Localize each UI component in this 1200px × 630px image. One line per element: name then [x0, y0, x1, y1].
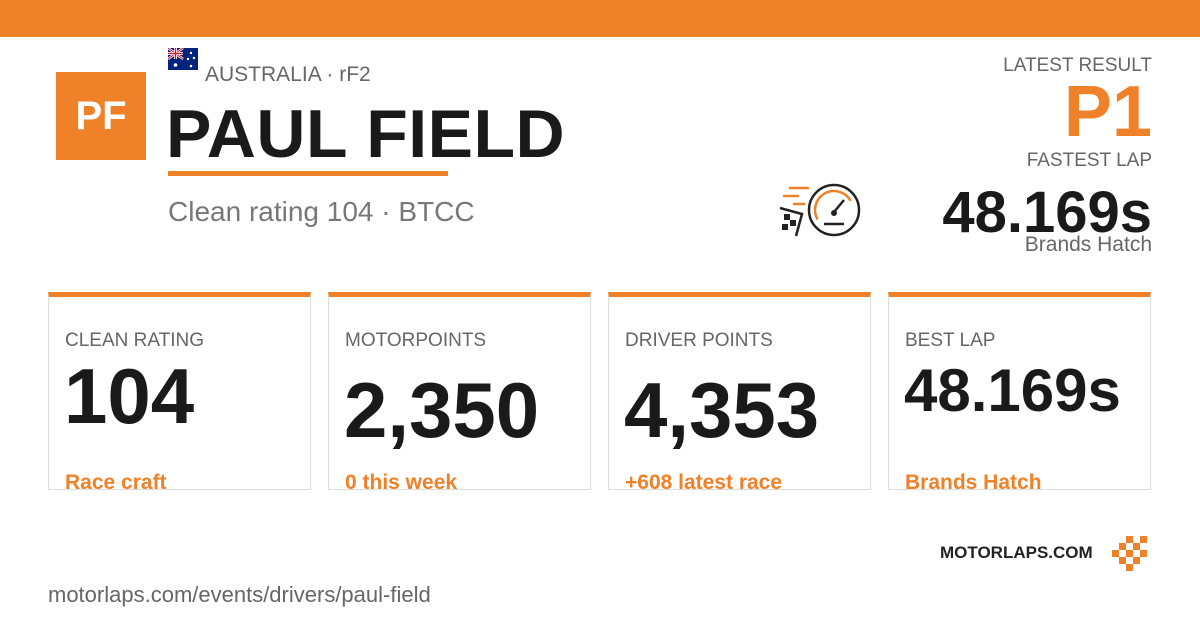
- avatar: PF: [56, 72, 146, 160]
- stat-label: BEST LAP: [905, 330, 996, 351]
- stat-card: DRIVER POINTS 4,353 +608 latest race: [608, 292, 871, 494]
- underline: [168, 171, 448, 176]
- stat-value: 48.169s: [904, 357, 1121, 424]
- stat-note: 0 this week: [345, 471, 458, 494]
- stat-value: 104: [64, 352, 195, 440]
- country: AUSTRALIA · rF2: [205, 63, 371, 86]
- flag: [168, 48, 198, 70]
- stat-note: Brands Hatch: [905, 471, 1042, 494]
- subtitle: Clean rating 104 · BTCC: [168, 196, 475, 227]
- brand: MOTORLAPS.COM: [940, 543, 1093, 562]
- stat-card: BEST LAP 48.169s Brands Hatch: [888, 292, 1151, 494]
- brand-logo: [1112, 536, 1147, 571]
- top-bar: [0, 0, 1200, 37]
- fastest-lap-label: FASTEST LAP: [1026, 150, 1152, 171]
- latest-result-label: LATEST RESULT: [1003, 55, 1152, 76]
- stat-label: CLEAN RATING: [65, 330, 205, 351]
- url: motorlaps.com/events/drivers/paul-field: [48, 582, 431, 607]
- fastest-lap: 48.169s: [942, 180, 1152, 245]
- stat-value: 4,353: [624, 366, 820, 454]
- stat-card: CLEAN RATING 104 Race craft: [48, 292, 311, 494]
- latest-result: P1: [1063, 72, 1152, 152]
- stat-note: +608 latest race: [625, 471, 783, 494]
- stat-card: MOTORPOINTS 2,350 0 this week: [328, 292, 591, 494]
- track: Brands Hatch: [1024, 233, 1152, 256]
- stat-label: DRIVER POINTS: [625, 330, 773, 351]
- stat-value: 2,350: [344, 366, 540, 454]
- speed-icon: [779, 183, 861, 237]
- stat-label: MOTORPOINTS: [345, 330, 487, 351]
- driver-name: PAUL FIELD: [166, 96, 566, 172]
- stat-note: Race craft: [65, 471, 167, 494]
- initials: PF: [75, 94, 127, 138]
